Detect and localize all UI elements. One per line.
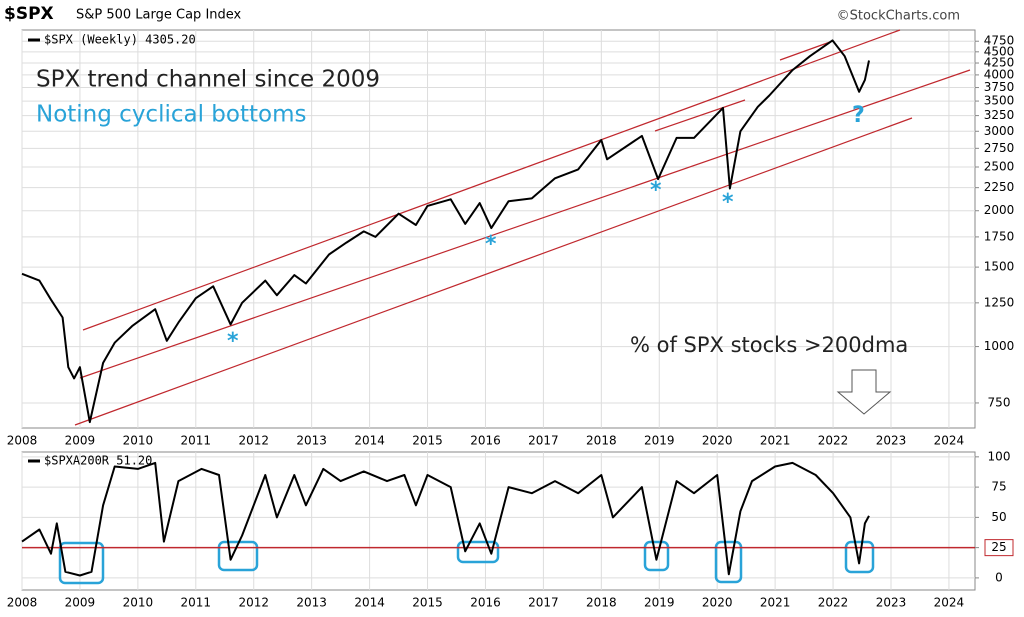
asterisk: * [485,232,497,257]
x-tick-label: 2011 [181,434,212,448]
x-tick-label: 2010 [123,434,154,448]
x-tick-label: 2018 [586,434,617,448]
asterisk: * [650,178,662,203]
channel-segment [654,99,746,132]
channel-lines [74,29,971,426]
x-tick-label: 2016 [470,434,501,448]
series-line [21,39,870,424]
highlight-box [643,540,670,572]
down-arrow [836,369,892,415]
asterisk: * [227,329,239,354]
x-tick-label: 2019 [644,434,675,448]
y-tick-label: 4250 [984,56,1015,70]
x-tick-label: 2009 [65,596,96,610]
bottom-frame [21,451,976,591]
channel-upper [82,29,901,331]
y-tick-label: 1750 [984,229,1015,243]
index-name: S&P 500 Large Cap Index [76,8,242,23]
y-tick-label: 0 [995,570,1003,584]
x-tick-label: 2015 [412,596,443,610]
source: ©StockCharts.com [837,9,960,24]
x-tick-label: 2008 [7,434,38,448]
highlight-box [714,540,743,584]
y-tick-label: 2250 [984,180,1015,194]
highlight-box [844,540,875,574]
x-tick-label: 2014 [354,434,385,448]
grid [21,30,975,590]
bottom-highlights [58,540,875,585]
x-tick-label: 2020 [702,596,733,610]
x-tick-label: 2014 [354,596,385,610]
x-tick-label: 2010 [123,596,154,610]
x-tick-label: 2017 [528,434,559,448]
y-tick-label: 750 [988,395,1011,409]
x-tick-label: 2024 [934,596,965,610]
channel-middle [79,69,971,379]
y-tick-label: 1250 [984,295,1015,309]
y-tick-label: 75 [991,480,1006,494]
y-tick-label: 1500 [984,260,1015,274]
y-tick-label: 3500 [984,94,1015,108]
y-tick-label: 3000 [984,124,1015,138]
highlight-box [456,540,500,564]
symbol: $SPX [4,4,54,24]
legend-label: $SPX (Weekly) 4305.20 [44,33,196,47]
channel-lower [74,117,913,426]
legend-label: $SPXA200R 51.20 [44,454,152,468]
y-tick-label: 4750 [984,34,1015,48]
y-tick-label: 3250 [984,108,1015,122]
x-tick-label: 2008 [7,596,38,610]
x-tick-label: 2023 [876,596,907,610]
y-tick-label: 25 [991,540,1006,554]
channel-segment [779,41,831,61]
annotation: SPX trend channel since 2009 [36,67,380,93]
x-tick-label: 2011 [181,596,212,610]
annotation: Noting cyclical bottoms [36,102,306,128]
x-tick-label: 2020 [702,434,733,448]
x-tick-label: 2024 [934,434,965,448]
highlight-box [58,541,105,585]
y-tick-label: 50 [991,510,1006,524]
series-line [21,461,870,577]
y-tick-label: 4000 [984,67,1015,81]
x-tick-label: 2018 [586,596,617,610]
y-tick-label: 1000 [984,339,1015,353]
x-tick-label: 2016 [470,596,501,610]
y-tick-label: 2000 [984,203,1015,217]
y-tick-label: 2750 [984,141,1015,155]
y-tick-label: 3750 [984,80,1015,94]
x-tick-label: 2013 [296,434,327,448]
x-tick-label: 2012 [238,596,269,610]
x-tick-label: 2021 [760,596,791,610]
annotation: ? [852,103,865,128]
x-tick-label: 2022 [818,434,849,448]
plot: 2008 2009 2010 2011 2012 2013 2014 2015 2016 2017… [7,33,1015,610]
x-tick-label: 2022 [818,596,849,610]
x-tick-label: 2015 [412,434,443,448]
y-tick-label: 2500 [984,160,1015,174]
x-tick-label: 2012 [238,434,269,448]
x-tick-label: 2013 [296,596,327,610]
annotation: % of SPX stocks >200dma [630,333,908,357]
x-tick-label: 2019 [644,596,675,610]
y-tick-label: 4500 [984,44,1015,58]
x-tick-label: 2021 [760,434,791,448]
x-tick-label: 2023 [876,434,907,448]
ref-label-box [984,539,1014,557]
x-tick-label: 2017 [528,596,559,610]
y-tick-label: 100 [988,449,1011,463]
x-tick-label: 2009 [65,434,96,448]
asterisk: * [722,190,734,215]
